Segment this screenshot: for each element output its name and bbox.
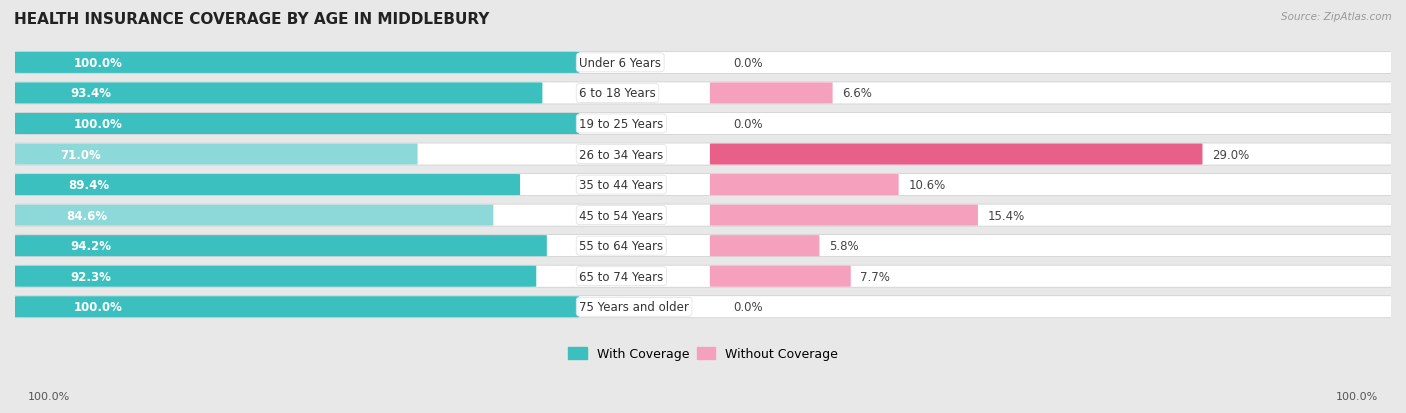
Text: 100.0%: 100.0% bbox=[73, 57, 122, 70]
Legend: With Coverage, Without Coverage: With Coverage, Without Coverage bbox=[562, 342, 844, 366]
FancyBboxPatch shape bbox=[15, 235, 547, 256]
FancyBboxPatch shape bbox=[8, 83, 1398, 104]
Text: 10.6%: 10.6% bbox=[908, 179, 946, 192]
FancyBboxPatch shape bbox=[15, 266, 536, 287]
Text: 45 to 54 Years: 45 to 54 Years bbox=[579, 209, 664, 222]
Text: 92.3%: 92.3% bbox=[70, 270, 111, 283]
FancyBboxPatch shape bbox=[710, 175, 898, 196]
Text: Under 6 Years: Under 6 Years bbox=[579, 57, 661, 70]
Text: 94.2%: 94.2% bbox=[70, 240, 111, 253]
FancyBboxPatch shape bbox=[710, 83, 832, 104]
Text: HEALTH INSURANCE COVERAGE BY AGE IN MIDDLEBURY: HEALTH INSURANCE COVERAGE BY AGE IN MIDD… bbox=[14, 12, 489, 27]
Text: 29.0%: 29.0% bbox=[1212, 148, 1250, 161]
FancyBboxPatch shape bbox=[8, 235, 1398, 257]
Text: 35 to 44 Years: 35 to 44 Years bbox=[579, 179, 664, 192]
FancyBboxPatch shape bbox=[15, 144, 418, 165]
FancyBboxPatch shape bbox=[8, 266, 1398, 287]
FancyBboxPatch shape bbox=[15, 175, 520, 196]
Text: 71.0%: 71.0% bbox=[60, 148, 101, 161]
Text: 0.0%: 0.0% bbox=[734, 57, 763, 70]
Text: 55 to 64 Years: 55 to 64 Years bbox=[579, 240, 664, 253]
Text: 65 to 74 Years: 65 to 74 Years bbox=[579, 270, 664, 283]
FancyBboxPatch shape bbox=[8, 174, 1398, 196]
FancyBboxPatch shape bbox=[15, 205, 494, 226]
FancyBboxPatch shape bbox=[15, 297, 579, 318]
Text: 0.0%: 0.0% bbox=[734, 118, 763, 131]
Text: 89.4%: 89.4% bbox=[69, 179, 110, 192]
Text: 100.0%: 100.0% bbox=[73, 118, 122, 131]
FancyBboxPatch shape bbox=[710, 235, 820, 256]
FancyBboxPatch shape bbox=[8, 204, 1398, 227]
Text: 0.0%: 0.0% bbox=[734, 301, 763, 313]
FancyBboxPatch shape bbox=[710, 266, 851, 287]
Text: 93.4%: 93.4% bbox=[70, 87, 111, 100]
Text: 6.6%: 6.6% bbox=[842, 87, 872, 100]
Text: 19 to 25 Years: 19 to 25 Years bbox=[579, 118, 664, 131]
FancyBboxPatch shape bbox=[8, 144, 1398, 166]
Text: 75 Years and older: 75 Years and older bbox=[579, 301, 689, 313]
FancyBboxPatch shape bbox=[710, 205, 979, 226]
Text: 5.8%: 5.8% bbox=[830, 240, 859, 253]
FancyBboxPatch shape bbox=[8, 52, 1398, 74]
Text: 15.4%: 15.4% bbox=[987, 209, 1025, 222]
Text: Source: ZipAtlas.com: Source: ZipAtlas.com bbox=[1281, 12, 1392, 22]
Text: 7.7%: 7.7% bbox=[860, 270, 890, 283]
Text: 100.0%: 100.0% bbox=[28, 391, 70, 401]
Text: 100.0%: 100.0% bbox=[1336, 391, 1378, 401]
Text: 26 to 34 Years: 26 to 34 Years bbox=[579, 148, 664, 161]
FancyBboxPatch shape bbox=[15, 53, 579, 74]
FancyBboxPatch shape bbox=[8, 113, 1398, 135]
Text: 84.6%: 84.6% bbox=[66, 209, 108, 222]
FancyBboxPatch shape bbox=[710, 144, 1202, 165]
Text: 6 to 18 Years: 6 to 18 Years bbox=[579, 87, 657, 100]
FancyBboxPatch shape bbox=[15, 83, 543, 104]
FancyBboxPatch shape bbox=[15, 114, 579, 135]
Text: 100.0%: 100.0% bbox=[73, 301, 122, 313]
FancyBboxPatch shape bbox=[8, 296, 1398, 318]
